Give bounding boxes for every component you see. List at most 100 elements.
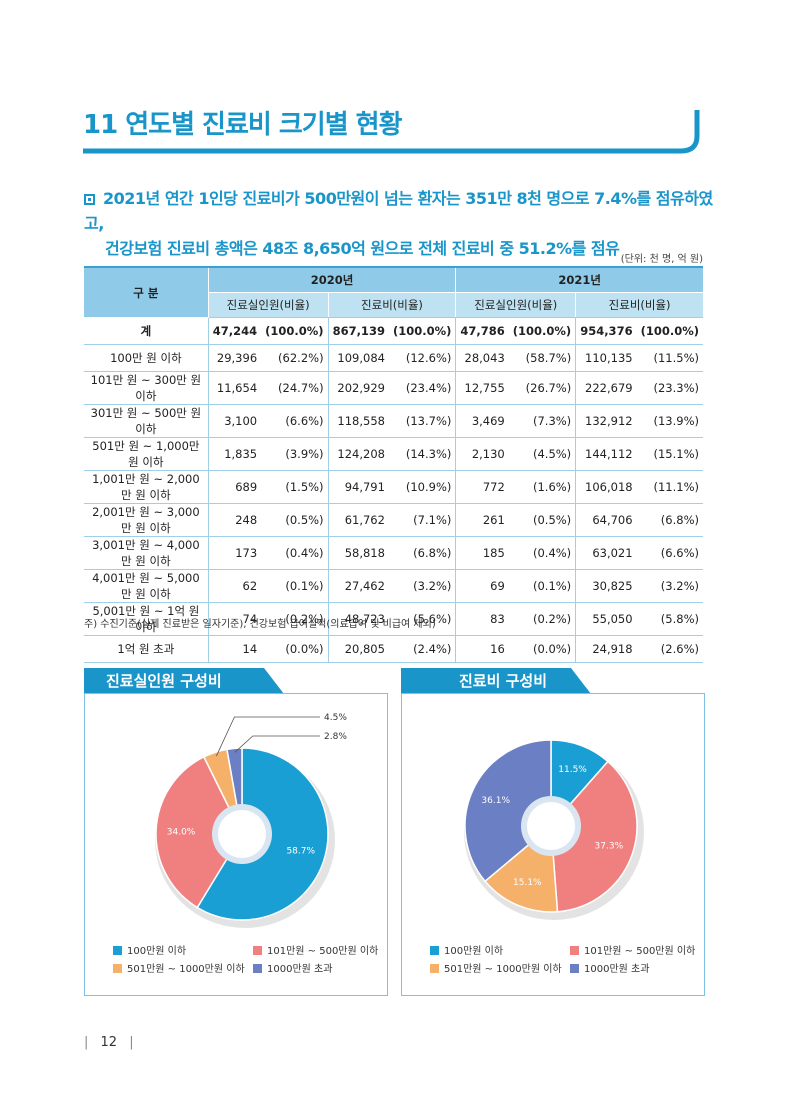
- subheader-cost-2020: 진료비(비율): [327, 292, 456, 318]
- slice-label: 34.0%: [167, 827, 196, 837]
- table-row: 5,001만 원 ~ 1억 원 이하 74 (0.2%) 48,723 (5.6%) 83…: [84, 602, 703, 636]
- cell-c20: 61,762: [327, 503, 389, 537]
- separator: |: [84, 1035, 89, 1050]
- cell-c21: 30,825: [575, 569, 637, 603]
- cell-p21: 3,469: [455, 404, 509, 438]
- cell-pr20: (0.2%): [261, 602, 329, 636]
- cell-p21: 69: [455, 569, 509, 603]
- legend-swatch: [570, 964, 579, 973]
- cell-cr20: (14.3%): [388, 437, 456, 471]
- cell-cr20: (12.6%): [388, 344, 456, 372]
- cell-cr21: (15.1%): [636, 437, 703, 471]
- table-row: 계 47,244 (100.0%) 867,139 (100.0%) 47,786 (100…: [84, 317, 703, 345]
- page-title: 11 연도별 진료비 크기별 현황: [83, 110, 403, 140]
- legend-swatch: [113, 964, 122, 973]
- table-row: 4,001만 원 ~ 5,000만 원 이하 62 (0.1%) 27,462 (3.2…: [84, 569, 703, 603]
- pie-chart-patients: 58.7% 34.0% 4.5% 2.8%: [155, 713, 347, 928]
- pie-chart-cost: 11.5% 37.3% 15.1% 36.1%: [464, 739, 644, 920]
- cell-pr21: (26.7%): [508, 371, 576, 405]
- cell-pr20: (1.5%): [261, 470, 329, 504]
- header-category: 구 분: [84, 266, 209, 318]
- cell-pr21: (0.2%): [508, 602, 576, 636]
- cell-p20: 689: [207, 470, 262, 504]
- header-year-2020: 2020년: [207, 266, 456, 293]
- slice-label: 58.7%: [286, 846, 315, 856]
- slice-label: 36.1%: [481, 796, 510, 806]
- chart-tab-cost: 진료비 구성비: [401, 668, 591, 694]
- cell-cr20: (5.6%): [388, 602, 456, 636]
- pie-slice: [464, 739, 552, 883]
- cell-cr20: (23.4%): [388, 371, 456, 405]
- table-row: 1억 원 초과 14 (0.0%) 20,805 (2.4%) 16 (0.0%) 24,91…: [84, 635, 703, 663]
- cell-p20: 248: [207, 503, 262, 537]
- row-category: 5,001만 원 ~ 1억 원 이하: [84, 602, 209, 636]
- table-note: 주) 수진기준(실제 진료받은 일자기준), 건강보험 급여실적(의료급여 및 …: [84, 619, 436, 630]
- table-row: 100만 원 이하 29,396 (62.2%) 109,084 (12.6%) 28,0…: [84, 344, 703, 372]
- legend-label: 501만원 ~ 1000만원 이하: [127, 964, 245, 975]
- separator: |: [129, 1035, 134, 1050]
- row-category: 301만 원 ~ 500만 원 이하: [84, 404, 209, 438]
- tab-shape: [84, 668, 284, 694]
- cell-cr20: (6.8%): [388, 536, 456, 570]
- legend-label: 1000만원 초과: [267, 964, 333, 975]
- subheader-patients-2021: 진료실인원(비율): [455, 292, 576, 318]
- unit-label: (단위: 천 명, 억 원): [620, 254, 703, 265]
- pie-hole: [527, 802, 575, 850]
- cell-cr20: (7.1%): [388, 503, 456, 537]
- cell-c20: 20,805: [327, 635, 389, 663]
- cell-p20: 1,835: [207, 437, 262, 471]
- legend-swatch: [430, 946, 439, 955]
- legend-label: 101만원 ~ 500만원 이하: [584, 946, 696, 957]
- header-year-2021: 2021년: [455, 266, 703, 293]
- legend-item: 501만원 ~ 1000만원 이하: [430, 960, 562, 975]
- slice-label: 11.5%: [558, 765, 587, 775]
- legend-label: 101만원 ~ 500만원 이하: [267, 946, 379, 957]
- table-row: 101만 원 ~ 300만 원 이하 11,654 (24.7%) 202,929 (2…: [84, 371, 703, 405]
- cell-cr21: (11.5%): [636, 344, 703, 372]
- cell-c21: 144,112: [575, 437, 637, 471]
- legend-label: 100만원 이하: [127, 946, 187, 957]
- pie-slice: [550, 760, 638, 913]
- table-row: 1,001만 원 ~ 2,000만 원 이하 689 (1.5%) 94,791 (10…: [84, 470, 703, 504]
- cell-c20: 118,558: [327, 404, 389, 438]
- cell-p20: 29,396: [207, 344, 262, 372]
- slice-label: 4.5%: [324, 713, 347, 723]
- cell-cr21: (2.6%): [636, 635, 703, 663]
- cell-cr21: (100.0%): [636, 317, 703, 345]
- legend-item: 1000만원 초과: [253, 960, 332, 975]
- cost-size-table: 구 분 2020년 2021년 진료실인원(비율) 진료비(비율) 진료실인원(…: [84, 266, 703, 663]
- cell-pr20: (24.7%): [261, 371, 329, 405]
- legend-item: 101만원 ~ 500만원 이하: [253, 942, 378, 957]
- summary-line-1: 2021년 연간 1인당 진료비가 500만원이 넘는 환자는 351만 8천 …: [84, 189, 713, 233]
- legend-swatch: [570, 946, 579, 955]
- cell-pr21: (0.0%): [508, 635, 576, 663]
- legend-item: 100만원 이하: [430, 942, 503, 957]
- cell-c21: 106,018: [575, 470, 637, 504]
- cell-pr20: (100.0%): [261, 317, 329, 345]
- cell-c21: 954,376: [575, 317, 637, 345]
- slice-label: 15.1%: [513, 878, 542, 888]
- cell-p20: 11,654: [207, 371, 262, 405]
- row-category: 4,001만 원 ~ 5,000만 원 이하: [84, 569, 209, 603]
- cell-p20: 14: [207, 635, 262, 663]
- cell-p20: 3,100: [207, 404, 262, 438]
- legend-swatch: [253, 964, 262, 973]
- cell-pr21: (1.6%): [508, 470, 576, 504]
- row-category: 2,001만 원 ~ 3,000만 원 이하: [84, 503, 209, 537]
- summary: 2021년 연간 1인당 진료비가 500만원이 넘는 환자는 351만 8천 …: [84, 186, 724, 261]
- cell-pr20: (0.1%): [261, 569, 329, 603]
- cell-c20: 27,462: [327, 569, 389, 603]
- row-category: 1억 원 초과: [84, 635, 209, 663]
- cell-p20: 62: [207, 569, 262, 603]
- slice-label: 37.3%: [595, 841, 624, 851]
- cell-c20: 202,929: [327, 371, 389, 405]
- cell-c21: 222,679: [575, 371, 637, 405]
- cell-pr20: (6.6%): [261, 404, 329, 438]
- cell-c20: 867,139: [327, 317, 389, 345]
- cell-p21: 28,043: [455, 344, 509, 372]
- cell-c20: 109,084: [327, 344, 389, 372]
- cell-cr20: (13.7%): [388, 404, 456, 438]
- title-block: 11 연도별 진료비 크기별 현황: [83, 100, 705, 158]
- legend-patients: 100만원 이하 101만원 ~ 500만원 이하 501만원 ~ 1000만원 이…: [113, 942, 383, 982]
- legend-item: 101만원 ~ 500만원 이하: [570, 942, 695, 957]
